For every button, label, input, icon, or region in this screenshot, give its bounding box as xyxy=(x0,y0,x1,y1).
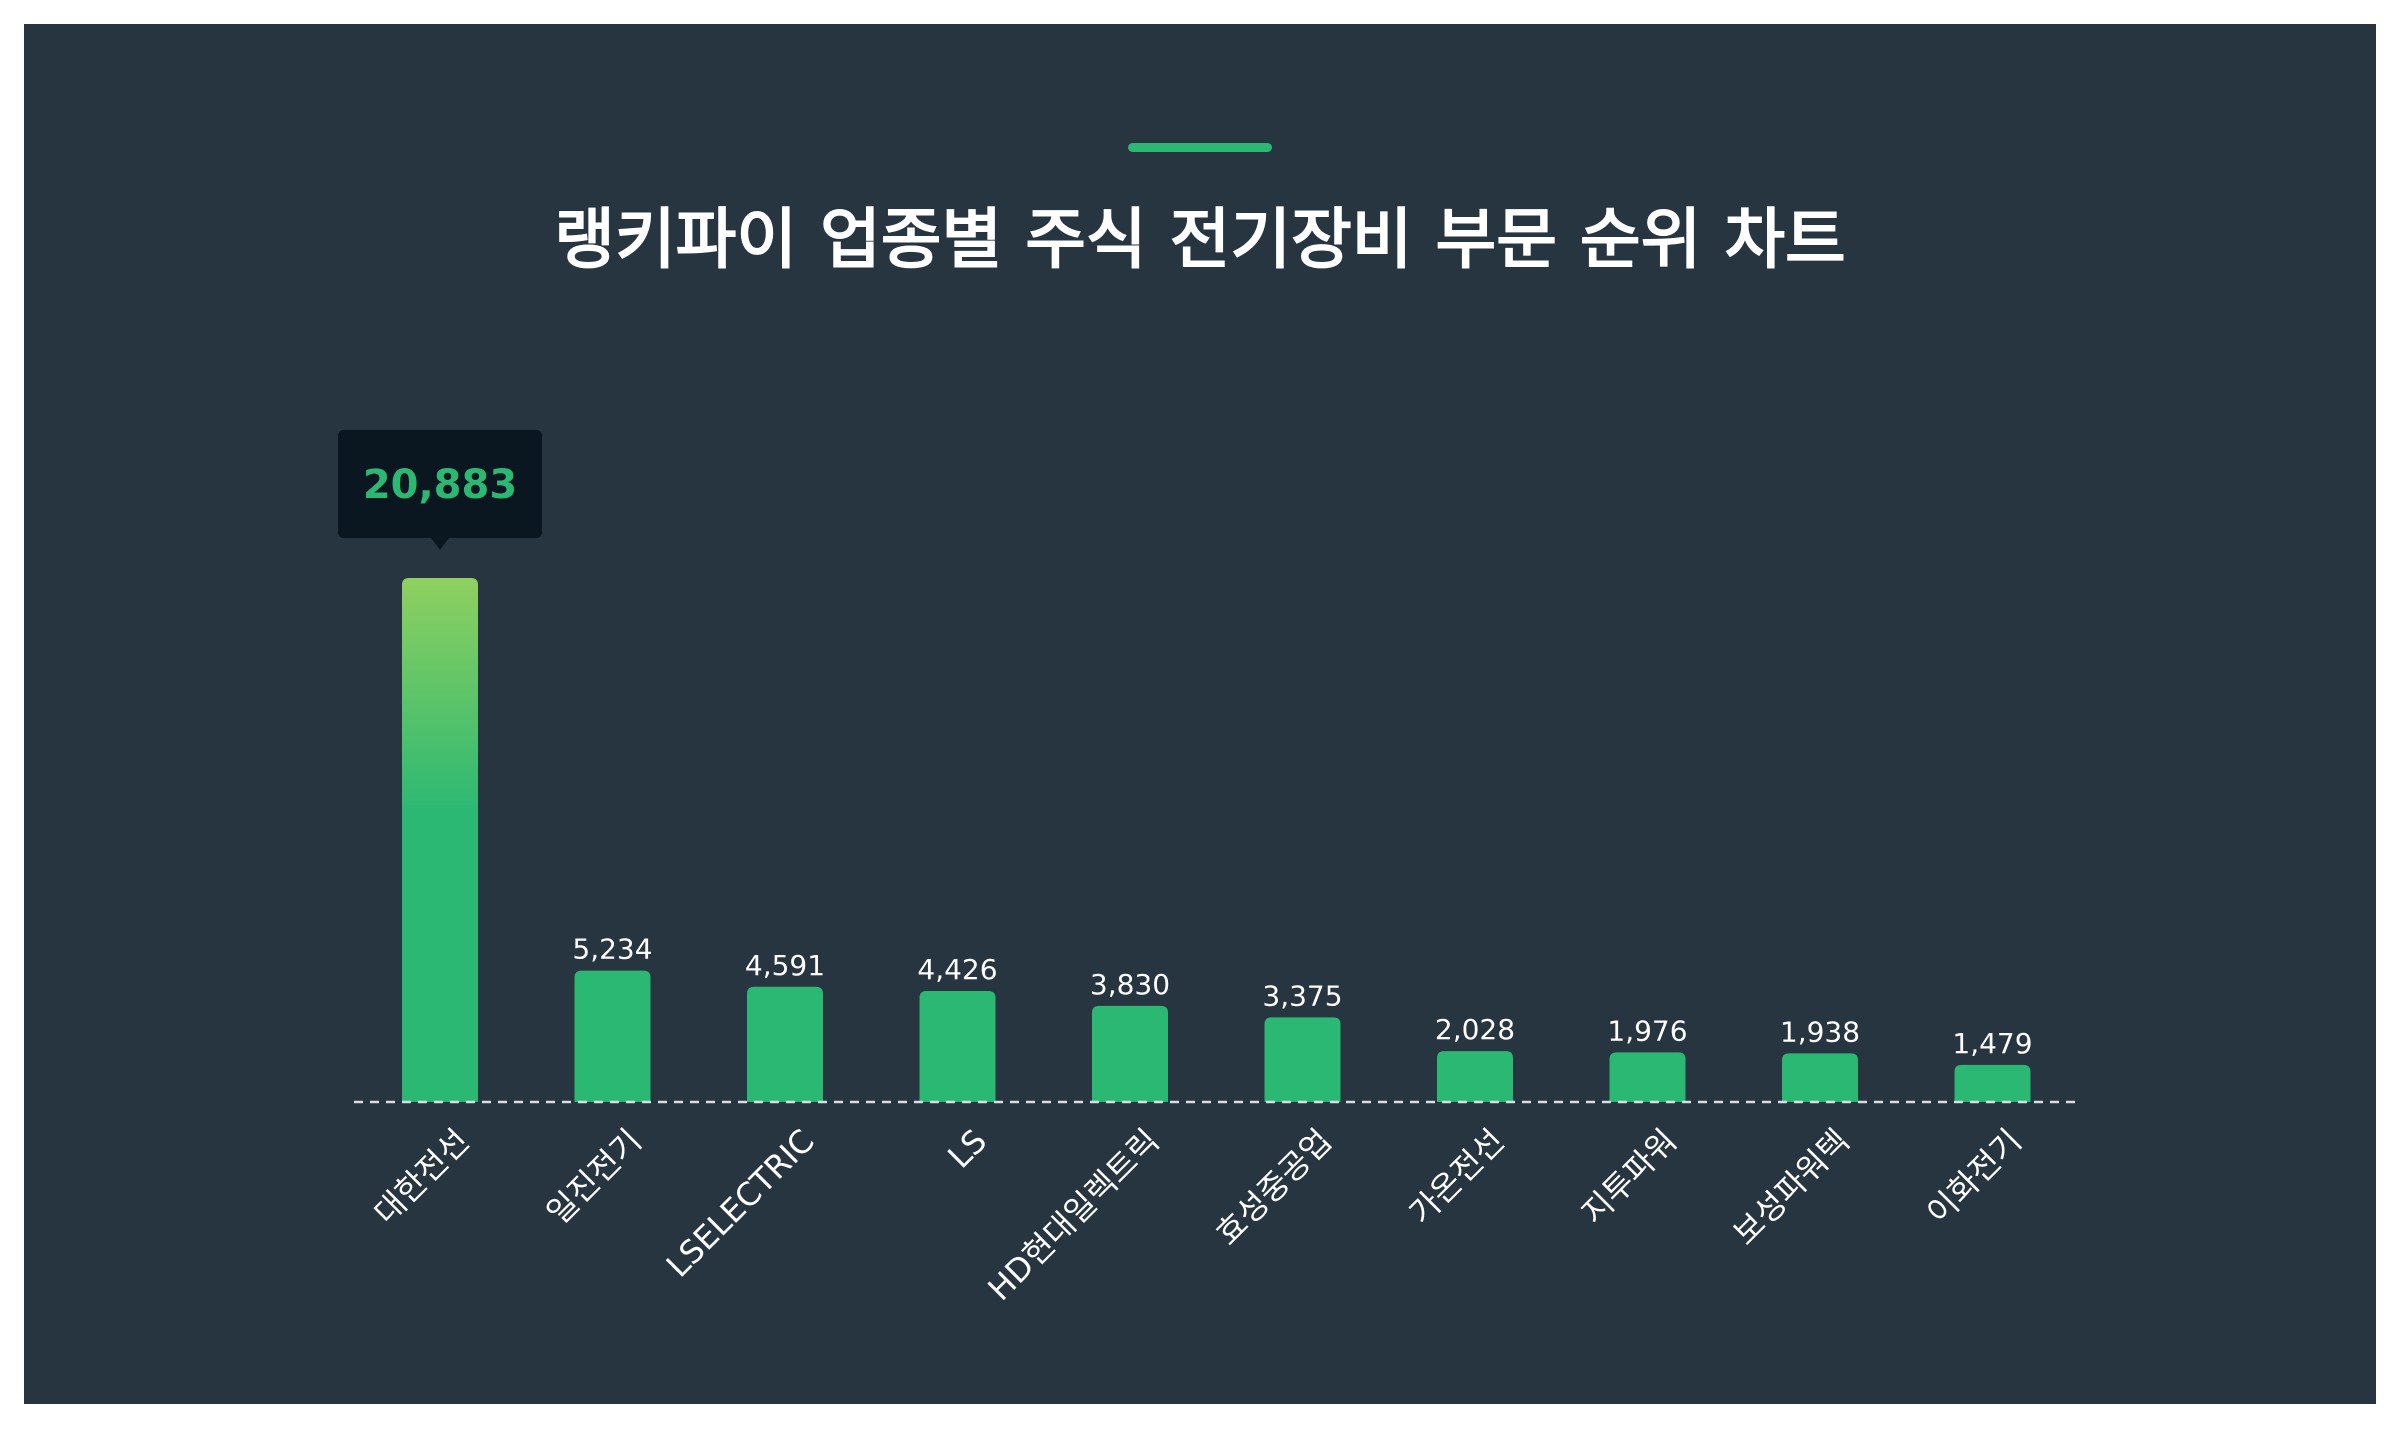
category-label-7: 지투파워 xyxy=(1574,1122,1684,1232)
category-label-4: HD현대일렉트릭 xyxy=(980,1122,1166,1308)
tooltip-bg xyxy=(338,430,542,538)
bar-9[interactable] xyxy=(1954,1064,2031,1102)
title-accent-line xyxy=(1128,143,1272,152)
bar-4[interactable] xyxy=(1092,1005,1168,1102)
category-label-1: 일진전기 xyxy=(539,1122,649,1232)
category-label-5: 효성중공업 xyxy=(1208,1122,1339,1253)
category-label-6: 가온전선 xyxy=(1401,1122,1511,1232)
value-label-3: 4,426 xyxy=(917,953,997,986)
bar-6[interactable] xyxy=(1437,1051,1513,1102)
bars-layer xyxy=(402,578,2031,1102)
category-label-0: 대한전선 xyxy=(366,1122,476,1232)
tooltip: 20,883 xyxy=(338,430,542,550)
bar-8[interactable] xyxy=(1782,1053,1858,1102)
value-label-7: 1,976 xyxy=(1607,1014,1687,1047)
value-label-5: 3,375 xyxy=(1262,979,1342,1012)
value-label-2: 4,591 xyxy=(745,949,825,982)
category-label-3: LS xyxy=(940,1122,994,1176)
value-label-9: 1,479 xyxy=(1952,1027,2032,1060)
value-label-1: 5,234 xyxy=(572,933,652,966)
bar-5[interactable] xyxy=(1264,1017,1341,1102)
value-label-8: 1,938 xyxy=(1780,1015,1860,1048)
bar-3[interactable] xyxy=(919,990,996,1102)
bar-2[interactable] xyxy=(747,986,823,1102)
category-label-9: 이화전기 xyxy=(1919,1122,2029,1232)
tooltip-pointer xyxy=(431,538,449,550)
tooltip-value: 20,883 xyxy=(363,462,517,508)
category-label-8: 보성파워텍 xyxy=(1726,1122,1857,1253)
bar-1[interactable] xyxy=(574,970,651,1102)
bar-0[interactable] xyxy=(402,578,478,1102)
category-label-2: LSELECTRIC xyxy=(659,1122,822,1285)
value-label-6: 2,028 xyxy=(1435,1013,1515,1046)
value-label-4: 3,830 xyxy=(1090,968,1170,1001)
chart-title: 랭키파이 업종별 주식 전기장비 부문 순위 차트 xyxy=(554,201,1846,278)
tooltip-box: 20,883 xyxy=(338,430,542,550)
bar-7[interactable] xyxy=(1609,1052,1686,1102)
